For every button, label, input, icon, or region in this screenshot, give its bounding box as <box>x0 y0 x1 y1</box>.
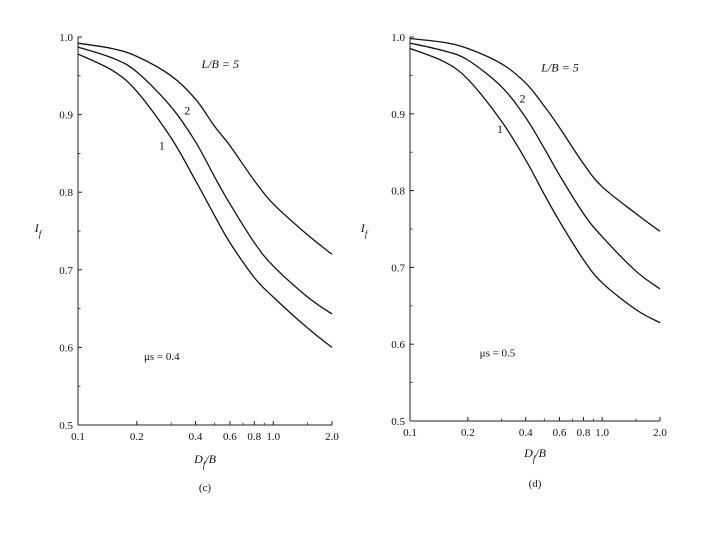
panel-label: (c) <box>199 482 212 494</box>
x-tick-label: 0.4 <box>519 427 533 439</box>
x-tick-label: 0.6 <box>553 427 567 439</box>
y-axis-label: If <box>34 221 43 239</box>
series-label-3: L/B = 5 <box>540 61 578 75</box>
x-tick-label: 0.8 <box>247 431 261 443</box>
y-tick-label: 0.8 <box>391 186 405 198</box>
x-tick-label: 0.6 <box>223 431 237 443</box>
x-tick-label: 1.0 <box>595 427 609 439</box>
y-tick-label: 0.5 <box>391 416 405 428</box>
series-line-1 <box>77 53 333 348</box>
chart-panel-c: 0.5 0.6 0.7 0.8 0.9 1.0 0.1 0.2 0.4 0.6 0.8 1.0 2.0 I… <box>34 32 340 494</box>
y-tick-label: 0.7 <box>59 265 73 277</box>
x-tick-label: 0.8 <box>577 427 591 439</box>
y-tick-label: 0.8 <box>59 187 73 199</box>
y-tick-label: 0.9 <box>59 110 73 122</box>
y-tick-label: 0.9 <box>391 109 405 121</box>
x-axis-label: Df/B <box>193 452 217 470</box>
x-tick-label: 0.1 <box>71 431 85 443</box>
x-tick-label: 0.2 <box>461 427 475 439</box>
x-axis-label: Df/B <box>523 446 547 464</box>
y-tick-label: 0.7 <box>391 262 405 274</box>
annotation-mu: μs = 0.4 <box>144 351 180 363</box>
chart-panel-d: 0.5 0.6 0.7 0.8 0.9 1.0 0.1 0.2 0.4 0.6 0.8 1.0 2.0 I… <box>360 32 668 490</box>
series-line-1 <box>409 47 661 324</box>
y-tick-label: 0.5 <box>59 420 73 432</box>
series-label-1: 1 <box>497 122 503 136</box>
x-tick-label: 1.0 <box>266 431 280 443</box>
panel-label: (d) <box>529 478 542 490</box>
series-line-2 <box>77 46 333 315</box>
annotation-mu: μs = 0.5 <box>480 348 516 360</box>
y-tick-label: 1.0 <box>391 32 405 44</box>
x-tick-label: 2.0 <box>325 431 339 443</box>
y-tick-label: 1.0 <box>59 32 73 44</box>
y-axis-label: If <box>360 221 369 239</box>
y-tick-label: 0.6 <box>391 339 405 351</box>
series-label-3: L/B = 5 <box>201 57 239 71</box>
x-tick-label: 0.1 <box>403 427 417 439</box>
series-line-3 <box>77 42 333 255</box>
series-label-2: 2 <box>520 91 526 105</box>
series-label-1: 1 <box>159 139 165 153</box>
y-tick-label: 0.6 <box>59 342 73 354</box>
x-tick-label: 2.0 <box>653 427 667 439</box>
x-tick-label: 0.2 <box>130 431 144 443</box>
series-line-2 <box>409 42 661 290</box>
series-line-3 <box>409 37 661 232</box>
series-label-2: 2 <box>184 104 190 118</box>
x-tick-label: 0.4 <box>189 431 203 443</box>
